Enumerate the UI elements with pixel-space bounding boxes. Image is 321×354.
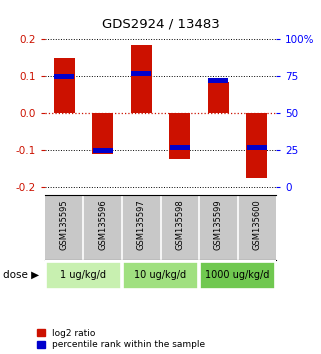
Text: GSM135599: GSM135599 bbox=[214, 200, 223, 250]
Text: GSM135595: GSM135595 bbox=[60, 200, 69, 250]
Bar bbox=[247, 145, 267, 150]
Text: GSM135596: GSM135596 bbox=[98, 200, 107, 251]
Title: GDS2924 / 13483: GDS2924 / 13483 bbox=[102, 18, 219, 31]
Bar bbox=[131, 45, 152, 113]
Text: dose ▶: dose ▶ bbox=[3, 270, 39, 280]
Text: 1 ug/kg/d: 1 ug/kg/d bbox=[60, 270, 107, 280]
Bar bbox=[208, 82, 229, 113]
Bar bbox=[54, 58, 75, 113]
Text: GSM135600: GSM135600 bbox=[252, 200, 261, 251]
Bar bbox=[123, 262, 198, 289]
Bar bbox=[208, 78, 228, 83]
Text: GSM135597: GSM135597 bbox=[137, 200, 146, 251]
Bar bbox=[92, 113, 113, 154]
Text: 1000 ug/kg/d: 1000 ug/kg/d bbox=[205, 270, 270, 280]
Bar bbox=[131, 71, 151, 76]
Bar bbox=[54, 74, 74, 79]
Bar bbox=[200, 262, 275, 289]
Text: 10 ug/kg/d: 10 ug/kg/d bbox=[134, 270, 187, 280]
Bar bbox=[169, 113, 190, 159]
Text: GSM135598: GSM135598 bbox=[175, 200, 184, 251]
Legend: log2 ratio, percentile rank within the sample: log2 ratio, percentile rank within the s… bbox=[37, 329, 205, 349]
Bar bbox=[170, 145, 190, 150]
Bar bbox=[46, 262, 121, 289]
Bar bbox=[93, 148, 113, 153]
Bar bbox=[246, 113, 267, 178]
